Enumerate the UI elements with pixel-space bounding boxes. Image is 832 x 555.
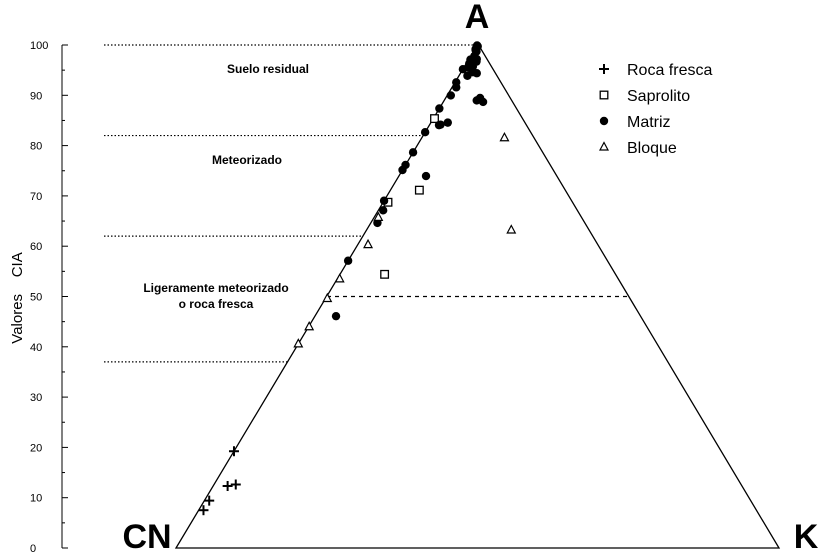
point-saprolito	[430, 114, 439, 124]
legend-label-matriz: Matriz	[627, 114, 671, 131]
data-points	[198, 41, 517, 516]
point-matriz	[379, 196, 389, 205]
legend-label-roca-fresca: Roca fresca	[627, 62, 712, 79]
point-bloque	[373, 211, 384, 221]
zone-label-roca-fresca: o roca fresca	[179, 297, 254, 311]
point-bloque	[499, 131, 510, 142]
point-matriz	[463, 71, 472, 80]
triangle-outline	[174, 42, 781, 549]
y-tick-label: 20	[30, 442, 42, 454]
legend-marker-saprolito	[599, 90, 609, 100]
point-matriz	[398, 165, 407, 175]
vertex-label-k: K	[794, 518, 819, 555]
legend-label-bloque: Bloque	[627, 140, 677, 157]
ternary-triangle	[174, 42, 781, 549]
zone-label-meteorizado: Meteorizado	[212, 153, 282, 167]
cia-axis: 0 10 20 30 40 50 60 70 80 90 100	[30, 40, 68, 555]
point-matriz	[435, 104, 444, 113]
point-matriz	[478, 97, 488, 107]
point-bloque	[322, 292, 333, 303]
y-tick-label: 30	[30, 392, 42, 404]
zone-label-suelo-residual: Suelo residual	[227, 62, 309, 76]
y-tick-label: 0	[30, 543, 36, 555]
legend-marker-roca-fresca	[599, 64, 609, 74]
point-matriz	[446, 91, 456, 100]
y-tick-label: 40	[30, 342, 42, 354]
point-matriz	[421, 171, 431, 181]
point-bloque	[506, 224, 517, 234]
y-tick-label: 80	[30, 141, 42, 153]
point-roca-fresca	[222, 481, 233, 492]
y-tick-label: 50	[30, 292, 42, 304]
zone-label-ligeramente-meteorizado: Ligeramente meteorizado	[143, 281, 288, 295]
y-tick-label: 60	[30, 241, 42, 253]
point-roca-fresca	[198, 505, 209, 516]
point-matriz	[472, 69, 481, 78]
legend-marker-bloque	[599, 141, 609, 151]
point-matriz	[420, 128, 430, 137]
point-bloque	[304, 320, 315, 331]
point-matriz	[458, 65, 468, 74]
point-matriz	[343, 256, 353, 265]
y-axis-label: Valores CIA	[9, 252, 26, 343]
point-matriz	[331, 311, 341, 321]
point-roca-fresca	[228, 446, 239, 457]
reference-lines	[104, 44, 629, 363]
y-tick-label: 90	[30, 90, 42, 102]
legend-label-saprolito: Saprolito	[627, 88, 690, 105]
legend: Roca fresca Saprolito Matriz Bloque	[599, 62, 712, 157]
point-bloque	[334, 273, 345, 283]
point-bloque	[293, 338, 304, 348]
point-roca-fresca	[230, 479, 241, 490]
point-saprolito	[414, 185, 424, 195]
point-roca-fresca	[204, 495, 215, 506]
y-tick-label: 10	[30, 493, 42, 505]
point-matriz	[472, 96, 481, 105]
point-matriz	[378, 206, 388, 215]
point-matriz	[452, 83, 461, 92]
point-matriz	[443, 118, 452, 127]
point-matriz	[434, 120, 444, 130]
vertex-label-a: A	[465, 0, 490, 36]
point-matriz	[408, 148, 418, 157]
y-tick-label: 70	[30, 191, 42, 203]
point-bloque	[363, 238, 374, 249]
vertex-label-cn: CN	[122, 518, 171, 555]
point-saprolito	[380, 269, 390, 279]
y-tick-label: 100	[30, 40, 48, 52]
legend-marker-matriz	[599, 116, 609, 126]
